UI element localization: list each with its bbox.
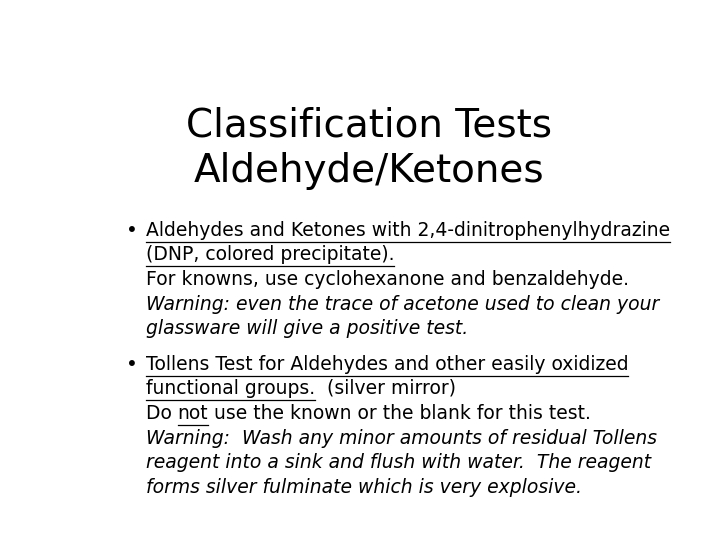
Text: (DNP, colored precipitate).: (DNP, colored precipitate). (145, 245, 395, 264)
Text: For knowns, use cyclohexanone and benzaldehyde.: For knowns, use cyclohexanone and benzal… (145, 269, 629, 289)
Text: Do: Do (145, 404, 178, 423)
Text: Tollens Test for Aldehydes and other easily oxidized: Tollens Test for Aldehydes and other eas… (145, 355, 629, 374)
Text: glassware will give a positive test.: glassware will give a positive test. (145, 319, 468, 339)
Text: forms silver fulminate which is very explosive.: forms silver fulminate which is very exp… (145, 478, 582, 497)
Text: not: not (178, 404, 208, 423)
Text: •: • (126, 221, 138, 240)
Text: (silver mirror): (silver mirror) (315, 379, 456, 398)
Text: Aldehydes and Ketones with 2,4-dinitrophenylhydrazine: Aldehydes and Ketones with 2,4-dinitroph… (145, 221, 670, 240)
Text: functional groups.: functional groups. (145, 379, 315, 398)
Text: Warning: even the trace of acetone used to clean your: Warning: even the trace of acetone used … (145, 294, 659, 314)
Text: reagent into a sink and flush with water.  The reagent: reagent into a sink and flush with water… (145, 454, 651, 472)
Text: Warning:  Wash any minor amounts of residual Tollens: Warning: Wash any minor amounts of resid… (145, 429, 657, 448)
Text: Classification Tests
Aldehyde/Ketones: Classification Tests Aldehyde/Ketones (186, 106, 552, 190)
Text: use the known or the blank for this test.: use the known or the blank for this test… (208, 404, 591, 423)
Text: •: • (126, 355, 138, 374)
